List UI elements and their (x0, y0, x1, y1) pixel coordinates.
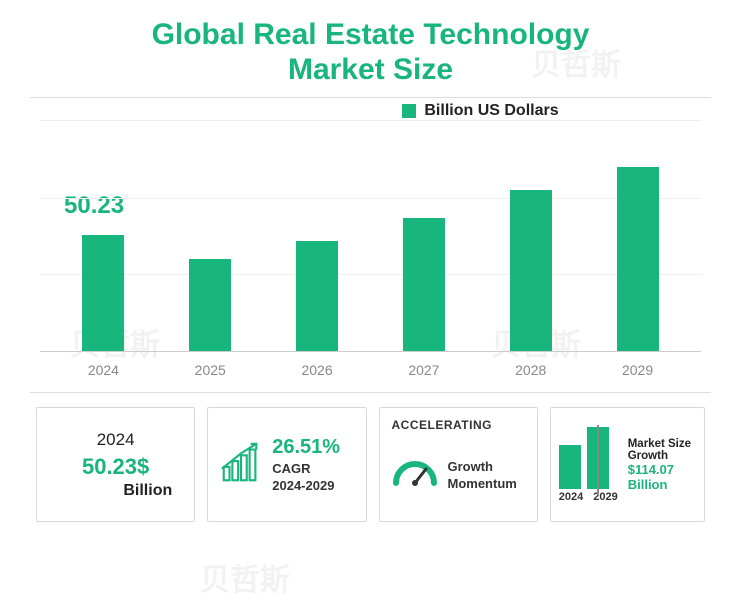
card1-value: 50.23$ (82, 454, 149, 480)
stat-cards-row: 2024 50.23$ Billion 26.51% CAGR 2024-202… (36, 407, 705, 522)
card3-line2: Momentum (448, 476, 517, 491)
card3-heading: ACCELERATING (392, 418, 492, 432)
bar-2028 (491, 190, 571, 351)
card-base-year-value: 2024 50.23$ Billion (36, 407, 195, 522)
x-label: 2029 (598, 362, 678, 378)
card4-line2: Growth (628, 450, 691, 462)
x-label: 2027 (384, 362, 464, 378)
card2-range: 2024-2029 (272, 478, 340, 493)
gauge-icon (390, 453, 440, 496)
chart-title: Global Real Estate Technology Market Siz… (30, 18, 711, 87)
title-line-1: Global Real Estate Technology (152, 18, 590, 51)
card2-label: CAGR (272, 461, 340, 476)
x-axis-labels: 2024 2025 2026 2027 2028 2029 (40, 362, 701, 378)
bar-2027 (384, 218, 464, 351)
divider-bottom (30, 392, 711, 393)
card2-percent: 26.51% (272, 436, 340, 459)
card4-value: $114.07 (628, 462, 691, 477)
x-label: 2025 (170, 362, 250, 378)
card4-mini-chart (559, 427, 618, 489)
card4-target-line (597, 425, 599, 495)
x-label: 2028 (491, 362, 571, 378)
bar-chart: 50.23 (40, 122, 701, 352)
growth-chart-icon (218, 440, 264, 489)
watermark: 贝哲斯 (200, 555, 290, 599)
card1-year: 2024 (97, 430, 135, 450)
bar-2029 (598, 167, 678, 351)
card1-unit: Billion (123, 482, 172, 500)
bar-2024 (63, 235, 143, 351)
card-growth-value: 2024 2029 Market Size Growth $114.07 Bil… (550, 407, 705, 522)
bar-2026 (277, 241, 357, 351)
x-label: 2024 (63, 362, 143, 378)
legend: Billion US Dollars (30, 102, 711, 120)
card4-line1: Market Size (628, 438, 691, 450)
card3-line1: Growth (448, 459, 517, 474)
legend-label: Billion US Dollars (424, 102, 558, 120)
divider-top (30, 97, 711, 98)
legend-swatch (402, 104, 416, 118)
x-label: 2026 (277, 362, 357, 378)
bar-2025 (170, 259, 250, 351)
card-momentum: ACCELERATING Growth Momentum (379, 407, 538, 522)
card-cagr: 26.51% CAGR 2024-2029 (207, 407, 366, 522)
title-line-2: Market Size (288, 53, 453, 86)
card4-label-2024: 2024 (559, 491, 583, 503)
card4-unit: Billion (628, 477, 691, 492)
card4-bar-2024 (559, 445, 581, 489)
